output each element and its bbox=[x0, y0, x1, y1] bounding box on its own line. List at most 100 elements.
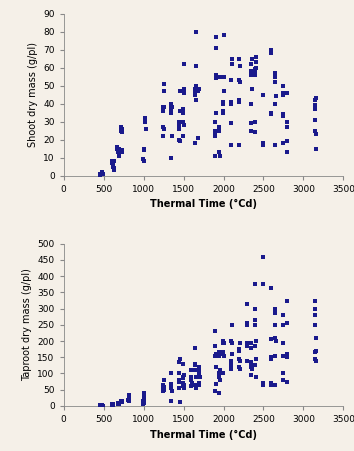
Point bbox=[216, 149, 222, 156]
Point bbox=[212, 342, 218, 350]
Point bbox=[313, 145, 318, 152]
Point bbox=[253, 362, 258, 369]
Point bbox=[220, 100, 226, 107]
Point bbox=[248, 359, 254, 366]
Point bbox=[268, 50, 274, 57]
Point bbox=[196, 364, 202, 371]
Point bbox=[272, 73, 278, 80]
Point bbox=[177, 398, 183, 405]
Point bbox=[217, 73, 222, 80]
Point bbox=[212, 152, 218, 160]
Point bbox=[141, 392, 147, 400]
Point bbox=[119, 398, 125, 405]
Point bbox=[253, 59, 259, 66]
Point bbox=[280, 113, 286, 120]
Point bbox=[176, 125, 182, 133]
Point bbox=[177, 118, 182, 125]
Point bbox=[253, 64, 258, 71]
Point bbox=[109, 400, 115, 408]
Point bbox=[268, 109, 274, 116]
Point bbox=[115, 147, 121, 154]
Point bbox=[268, 111, 274, 118]
Point bbox=[109, 158, 115, 165]
Point bbox=[280, 91, 285, 98]
Point bbox=[213, 380, 218, 387]
Point bbox=[280, 321, 286, 328]
Point bbox=[99, 401, 105, 409]
Point bbox=[119, 129, 125, 136]
Point bbox=[176, 136, 182, 143]
Point bbox=[285, 118, 290, 125]
Point bbox=[109, 400, 115, 407]
Point bbox=[229, 60, 234, 68]
Point bbox=[181, 380, 186, 387]
Point bbox=[213, 364, 218, 371]
Point bbox=[245, 357, 250, 364]
Point bbox=[221, 339, 226, 346]
Point bbox=[177, 87, 183, 95]
Point bbox=[212, 129, 218, 136]
Point bbox=[252, 69, 258, 77]
Point bbox=[111, 165, 116, 172]
Point bbox=[98, 170, 104, 178]
Point bbox=[115, 145, 121, 152]
Point bbox=[221, 73, 227, 80]
Point bbox=[115, 149, 121, 156]
Point bbox=[228, 364, 234, 371]
Point bbox=[161, 383, 167, 391]
Point bbox=[229, 339, 234, 346]
Point bbox=[180, 375, 186, 382]
Point bbox=[252, 342, 258, 350]
Point bbox=[119, 147, 125, 154]
Point bbox=[213, 350, 219, 358]
Point bbox=[236, 347, 242, 354]
Point bbox=[237, 62, 242, 69]
Point bbox=[228, 120, 234, 127]
Point bbox=[161, 87, 167, 95]
Point bbox=[228, 360, 234, 368]
Point bbox=[221, 32, 226, 39]
Point bbox=[249, 344, 254, 351]
Point bbox=[110, 163, 116, 170]
Point bbox=[168, 106, 174, 113]
Point bbox=[244, 321, 250, 328]
Point bbox=[253, 66, 258, 73]
Point bbox=[252, 316, 258, 323]
Point bbox=[229, 321, 234, 328]
Point bbox=[181, 86, 187, 93]
Point bbox=[221, 87, 227, 95]
Point bbox=[110, 400, 116, 408]
Point bbox=[313, 349, 318, 356]
Point bbox=[280, 370, 285, 377]
Point bbox=[268, 46, 274, 53]
Point bbox=[237, 339, 242, 346]
Point bbox=[280, 312, 286, 319]
Point bbox=[192, 367, 198, 374]
Point bbox=[284, 138, 290, 145]
Point bbox=[313, 131, 319, 138]
Point bbox=[195, 87, 201, 95]
Point bbox=[285, 350, 290, 358]
Point bbox=[284, 320, 290, 327]
Point bbox=[160, 381, 166, 388]
Point bbox=[188, 376, 194, 383]
Point bbox=[312, 102, 318, 109]
Point bbox=[212, 352, 218, 359]
Point bbox=[312, 305, 318, 312]
Point bbox=[126, 391, 132, 398]
Point bbox=[236, 98, 242, 106]
Point bbox=[119, 125, 124, 133]
Point bbox=[169, 109, 174, 116]
Point bbox=[192, 86, 198, 93]
Point bbox=[141, 391, 147, 398]
Point bbox=[119, 398, 125, 405]
Point bbox=[228, 365, 234, 372]
Point bbox=[312, 104, 318, 111]
Point bbox=[248, 364, 254, 371]
Point bbox=[109, 160, 114, 167]
Point bbox=[253, 53, 259, 60]
Point bbox=[216, 124, 222, 131]
Point bbox=[160, 106, 166, 113]
Point bbox=[116, 152, 122, 160]
Point bbox=[281, 352, 286, 359]
